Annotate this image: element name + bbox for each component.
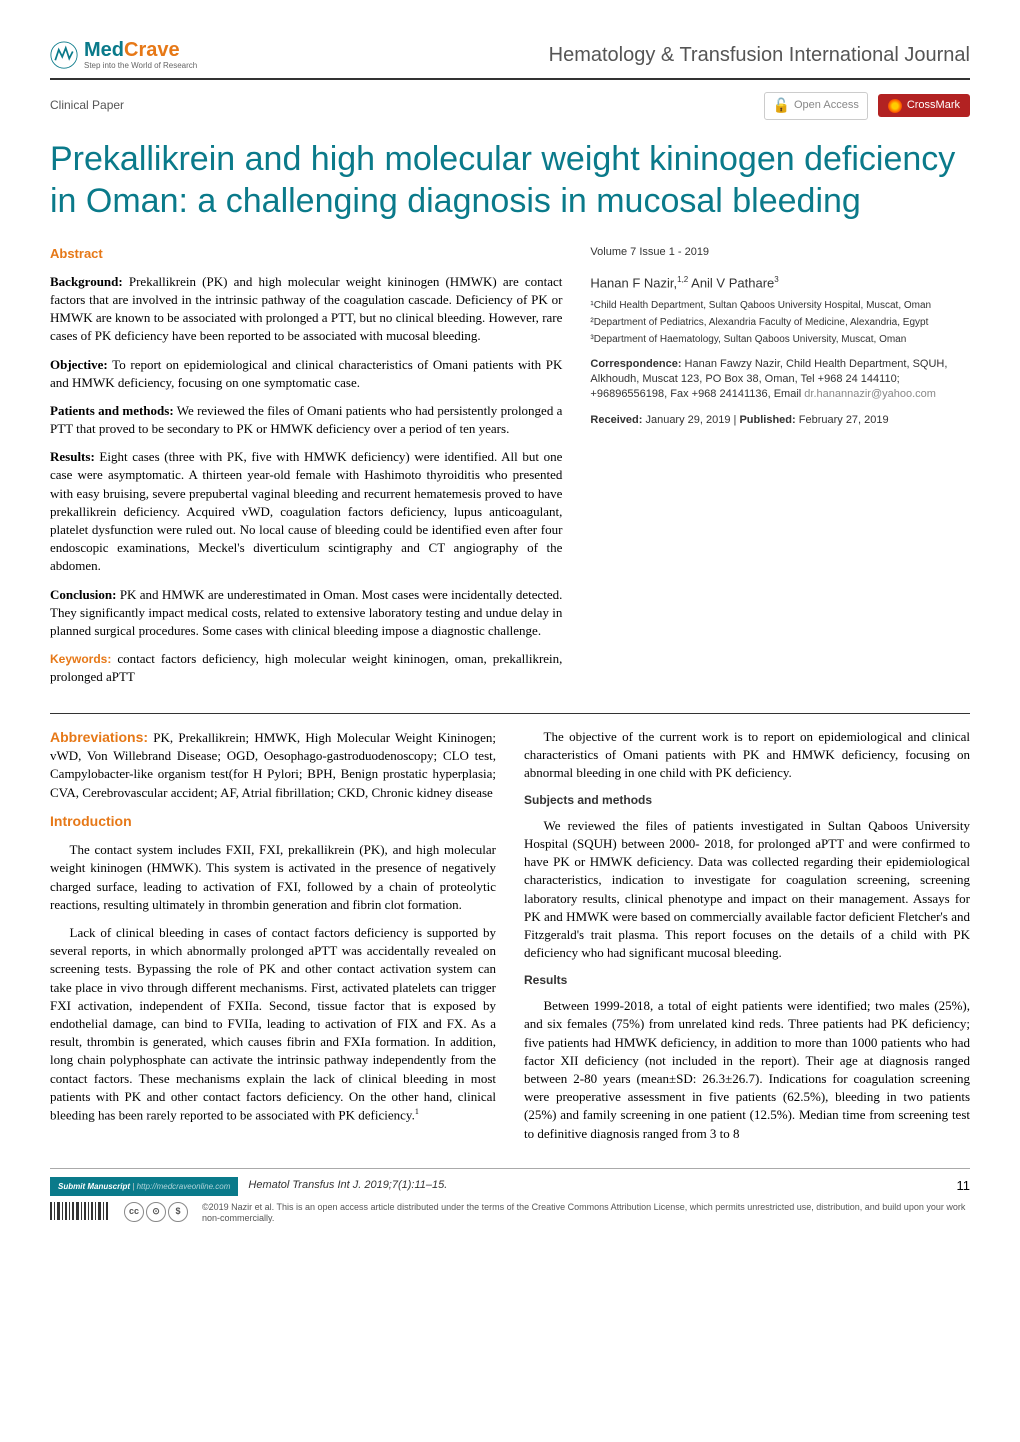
body-text: Abbreviations: PK, Prekallikrein; HMWK, …: [50, 728, 970, 1144]
abstract-column: Abstract Background: Prekallikrein (PK) …: [50, 245, 562, 697]
volume-issue: Volume 7 Issue 1 - 2019: [590, 245, 970, 260]
open-access-badge[interactable]: 🔓 Open Access: [764, 92, 868, 120]
correspondence: Correspondence: Hanan Fawzy Nazir, Child…: [590, 357, 970, 403]
crossmark-label: CrossMark: [907, 98, 960, 113]
submit-url[interactable]: http://medcraveonline.com: [137, 1182, 231, 1191]
barcode-icon: [50, 1202, 110, 1220]
article-title: Prekallikrein and high molecular weight …: [50, 138, 970, 223]
header: MedCrave Step into the World of Research…: [50, 40, 970, 70]
by-icon: ⊙: [146, 1202, 166, 1222]
introduction-heading: Introduction: [50, 812, 496, 832]
cc-icon: cc: [124, 1202, 144, 1222]
article-type-row: Clinical Paper 🔓 Open Access CrossMark: [50, 92, 970, 120]
cc-license-icons: cc ⊙ $: [124, 1202, 188, 1222]
abstract-methods: Patients and methods: We reviewed the fi…: [50, 402, 562, 438]
results-heading: Results: [524, 972, 970, 989]
mid-rule: [50, 713, 970, 714]
subjects-methods-heading: Subjects and methods: [524, 792, 970, 809]
journal-name: Hematology & Transfusion International J…: [549, 41, 970, 69]
publication-dates: Received: January 29, 2019 | Published: …: [590, 413, 970, 428]
logo-text: MedCrave: [84, 40, 197, 60]
article-type: Clinical Paper: [50, 97, 124, 114]
logo-crave: Crave: [124, 39, 180, 61]
crossmark-icon: [888, 99, 902, 113]
reference-1: 1: [415, 1107, 419, 1116]
subjects-methods-para: We reviewed the files of patients invest…: [524, 817, 970, 963]
abstract-results: Results: Eight cases (three with PK, fiv…: [50, 448, 562, 575]
logo-med: Med: [84, 39, 124, 61]
abstract-heading: Abstract: [50, 245, 562, 263]
affiliation-3: ³Department of Haematology, Sultan Qaboo…: [590, 333, 970, 347]
abstract-background: Background: Prekallikrein (PK) and high …: [50, 273, 562, 346]
logo-tagline: Step into the World of Research: [84, 62, 197, 70]
abbreviations: Abbreviations: PK, Prekallikrein; HMWK, …: [50, 728, 496, 802]
abstract-conclusion: Conclusion: PK and HMWK are underestimat…: [50, 586, 562, 641]
submit-manuscript-button[interactable]: Submit Manuscript | http://medcraveonlin…: [50, 1177, 238, 1196]
intro-para-1: The contact system includes FXII, FXI, p…: [50, 841, 496, 914]
medcrave-icon: [50, 41, 78, 69]
objective-para: The objective of the current work is to …: [524, 728, 970, 783]
open-access-icon: 🔓: [773, 96, 790, 116]
results-para: Between 1999-2018, a total of eight pati…: [524, 997, 970, 1143]
correspondence-email[interactable]: dr.hanannazir@yahoo.com: [804, 388, 936, 400]
authors: Hanan F Nazir,1,2 Anil V Pathare3: [590, 274, 970, 293]
affiliation-2: ²Department of Pediatrics, Alexandria Fa…: [590, 316, 970, 330]
abstract-objective: Objective: To report on epidemiological …: [50, 356, 562, 392]
intro-para-2: Lack of clinical bleeding in cases of co…: [50, 924, 496, 1124]
top-rule: [50, 78, 970, 80]
page-number: 11: [957, 1177, 971, 1195]
nc-icon: $: [168, 1202, 188, 1222]
page-footer: Submit Manuscript | http://medcraveonlin…: [50, 1168, 970, 1226]
citation: Hematol Transfus Int J. 2019;7(1):11–15.: [248, 1178, 447, 1193]
affiliation-1: ¹Child Health Department, Sultan Qaboos …: [590, 299, 970, 313]
crossmark-badge[interactable]: CrossMark: [878, 94, 970, 117]
open-access-label: Open Access: [794, 98, 859, 113]
license-text: ©2019 Nazir et al. This is an open acces…: [202, 1202, 970, 1225]
metadata-column: Volume 7 Issue 1 - 2019 Hanan F Nazir,1,…: [590, 245, 970, 697]
abstract-keywords: Keywords: contact factors deficiency, hi…: [50, 650, 562, 686]
publisher-logo: MedCrave Step into the World of Research: [50, 40, 197, 70]
